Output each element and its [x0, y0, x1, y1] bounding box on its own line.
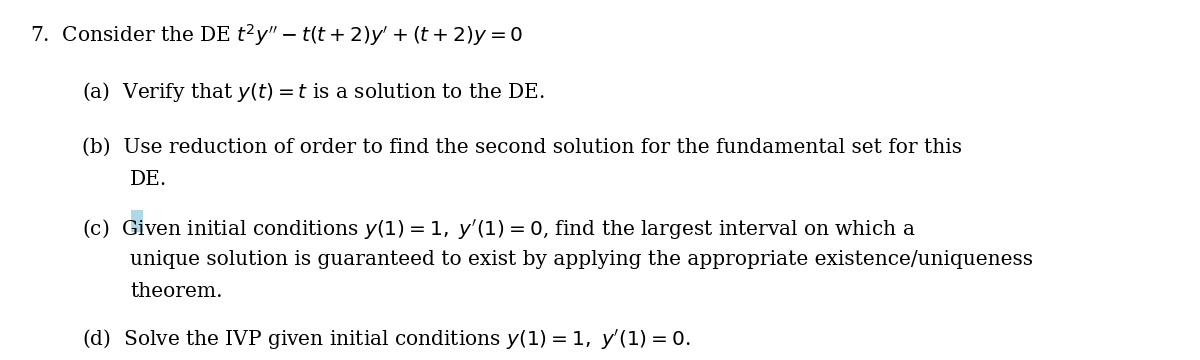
Text: DE.: DE. [130, 170, 167, 189]
Text: (a)  Verify that $y(t) = t$ is a solution to the DE.: (a) Verify that $y(t) = t$ is a solution… [82, 80, 545, 104]
Text: 7.  Consider the DE $t^2y'' - t(t+2)y' + (t+2)y = 0$: 7. Consider the DE $t^2y'' - t(t+2)y' + … [30, 22, 523, 48]
Text: (c)  Given initial conditions $y(1) = 1,\ y'(1) = 0$, find the largest interval : (c) Given initial conditions $y(1) = 1,\… [82, 218, 916, 242]
Text: (d)  Solve the IVP given initial conditions $y(1) = 1,\ y'(1) = 0$.: (d) Solve the IVP given initial conditio… [82, 328, 691, 352]
Text: unique solution is guaranteed to exist by applying the appropriate existence/uni: unique solution is guaranteed to exist b… [130, 250, 1033, 269]
Text: theorem.: theorem. [130, 282, 222, 301]
Text: (b)  Use reduction of order to find the second solution for the fundamental set : (b) Use reduction of order to find the s… [82, 138, 962, 157]
Bar [131, 210, 143, 232]
